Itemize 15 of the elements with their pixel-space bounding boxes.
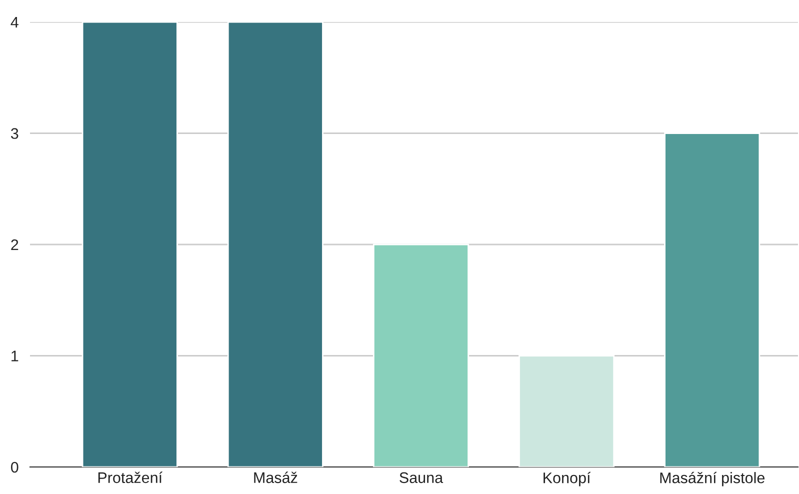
bar	[227, 22, 324, 467]
x-tick-label: Protažení	[98, 472, 162, 484]
y-tick-label: 2	[11, 239, 18, 250]
bar	[664, 132, 760, 467]
y-tick-label: 4	[10, 17, 18, 28]
bar	[372, 244, 469, 467]
x-tick-label: Sauna	[400, 472, 444, 484]
y-tick-label: 3	[10, 128, 18, 139]
x-tick-label: Konopí	[544, 472, 591, 486]
y-tick-label: 1	[12, 350, 18, 362]
bar	[518, 355, 615, 467]
x-tick-label: Masážní pistole	[660, 472, 765, 486]
bar	[82, 22, 178, 467]
y-tick-label: 0	[10, 462, 18, 473]
x-tick-label: Masáž	[254, 472, 298, 484]
